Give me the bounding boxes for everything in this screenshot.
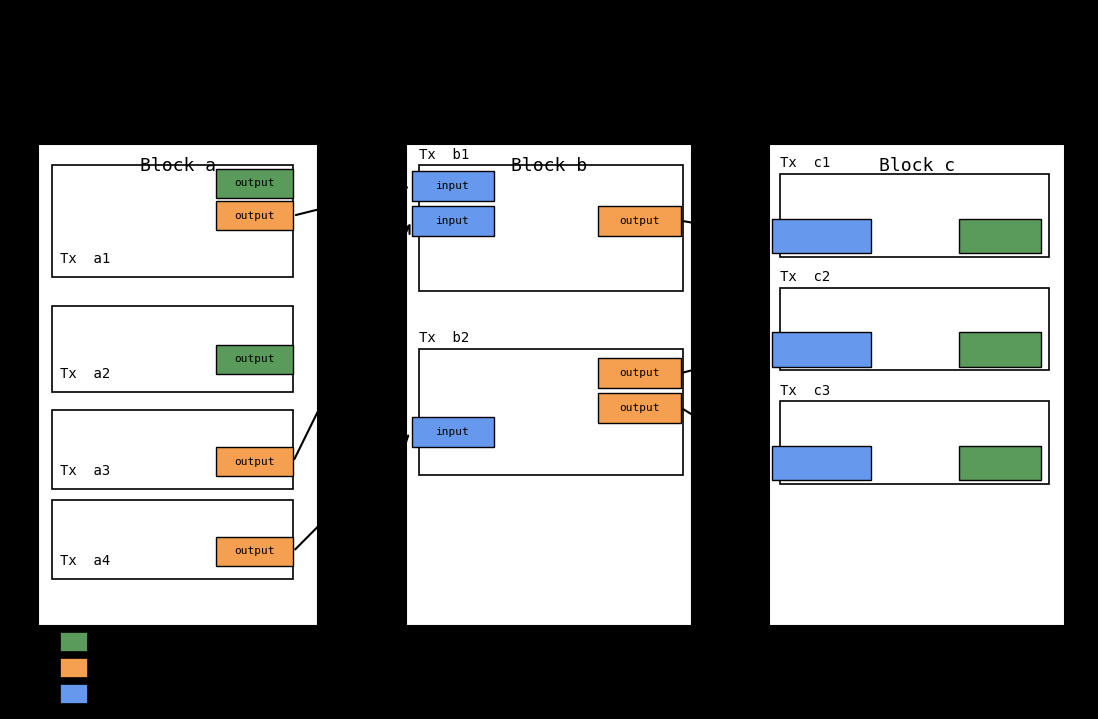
Text: Tx  a3: Tx a3 [60,464,111,478]
Bar [598,358,681,388]
Text: Tx  b1: Tx b1 [419,148,470,162]
Text: input: input [436,216,470,226]
Text: Block c: Block c [878,157,955,175]
Text: output: output [235,211,274,221]
Text: input: input [436,181,470,191]
Text: Block a: Block a [141,157,216,175]
Bar [52,165,293,277]
Text: output: output [235,457,274,467]
Text: output: output [619,403,660,413]
Bar [60,684,88,704]
Text: output: output [235,354,274,365]
Text: Tx  a1: Tx a1 [60,252,111,266]
Bar [959,446,1041,480]
Text: Tx  c1: Tx c1 [780,157,830,170]
Bar [772,219,871,253]
Bar [780,288,1049,370]
Bar [216,201,293,230]
Text: Tx  b2: Tx b2 [419,331,470,345]
Bar [772,332,871,367]
Text: output: output [235,178,274,188]
Bar [412,206,494,236]
Bar [959,332,1041,367]
Bar [959,219,1041,253]
Bar [412,171,494,201]
Bar [60,658,88,678]
Text: Tx  c3: Tx c3 [780,384,830,398]
Bar [216,169,293,198]
Bar [216,537,293,566]
Bar [412,417,494,447]
Bar [216,447,293,476]
Bar [216,345,293,374]
Text: Tx  a2: Tx a2 [60,367,111,381]
Bar [772,446,871,480]
Text: output: output [619,368,660,378]
Bar [419,349,683,475]
Bar [406,144,692,626]
Bar [419,165,683,291]
Bar [769,144,1065,626]
Text: output: output [235,546,274,557]
Bar [60,632,88,652]
Bar [598,206,681,236]
Bar [780,401,1049,484]
Bar [52,500,293,579]
Bar [52,410,293,489]
Bar [598,393,681,423]
Text: Tx  c2: Tx c2 [780,270,830,284]
Text: Tx  a4: Tx a4 [60,554,111,568]
Text: Block b: Block b [511,157,587,175]
Bar [38,144,318,626]
Text: output: output [619,216,660,226]
Bar [52,306,293,392]
Bar [780,174,1049,257]
Text: input: input [436,427,470,437]
